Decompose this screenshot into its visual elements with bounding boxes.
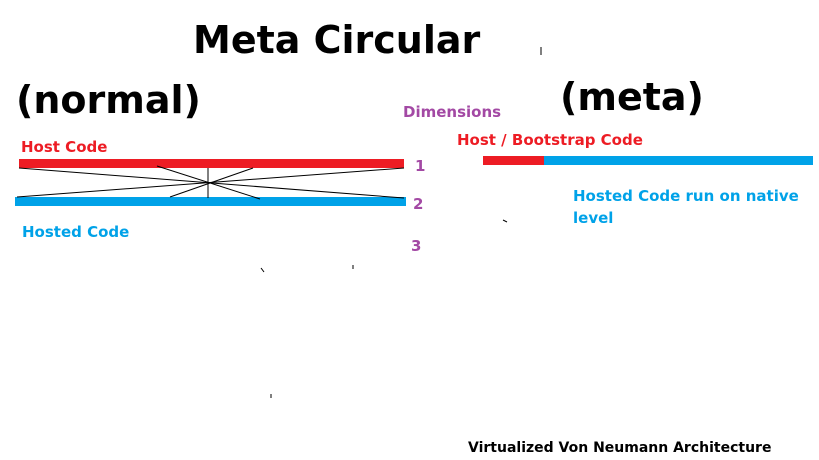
dimension-2: 2: [413, 195, 424, 213]
dimensions-label: Dimensions: [403, 103, 502, 121]
meta-hosted-label-line2: level: [573, 209, 614, 227]
footer-caption: Virtualized Von Neumann Architecture: [468, 440, 772, 456]
meta-hosted-bar: [544, 156, 813, 165]
dimension-3: 3: [411, 237, 422, 255]
meta-hosted-label-line1: Hosted Code run on native: [573, 187, 799, 205]
mapping-lines: [16, 165, 405, 200]
dimension-1: 1: [415, 157, 426, 175]
hosted-code-label: Hosted Code: [22, 223, 130, 241]
hosted-code-bar: [15, 197, 406, 206]
normal-heading: (normal): [16, 78, 201, 122]
host-code-label: Host Code: [21, 138, 108, 156]
page-title: Meta Circular: [193, 18, 481, 62]
meta-host-bar: [483, 156, 544, 165]
stray-marks: [260, 47, 542, 398]
meta-heading: (meta): [560, 75, 704, 119]
host-code-bar: [19, 159, 404, 168]
meta-host-label: Host / Bootstrap Code: [457, 131, 643, 149]
